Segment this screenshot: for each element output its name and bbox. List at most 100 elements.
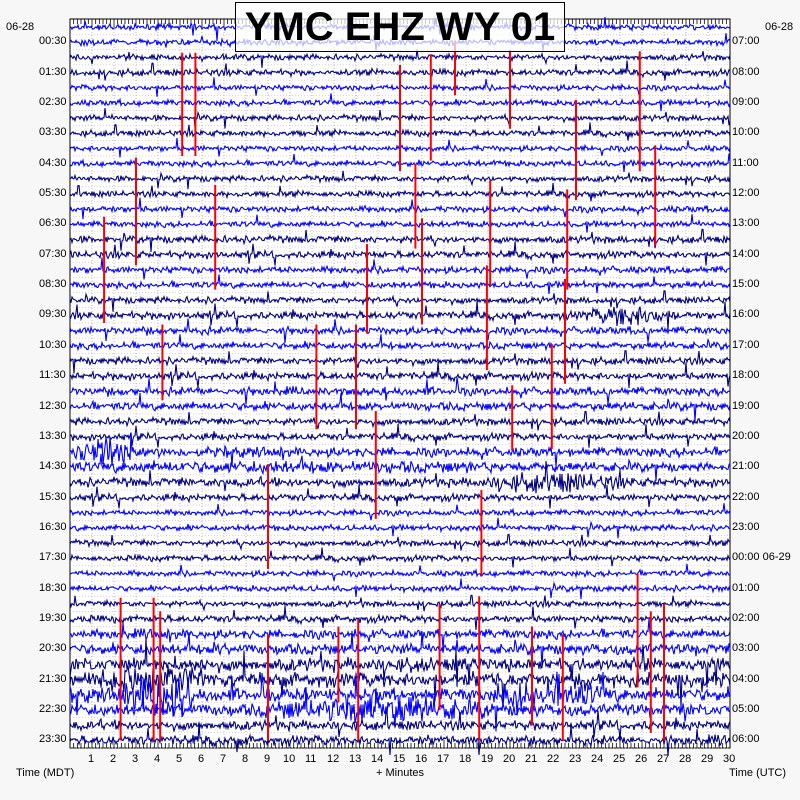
x-tick-label: 11 [305,753,317,765]
seismic-trace-row [69,547,731,568]
right-time-label: 11:00 [732,156,759,169]
left-time-label: 20:30 [39,642,67,655]
right-date: 06-28 [765,21,794,33]
left-time-label: 05:30 [39,186,67,199]
right-time-label: 14:00 [732,247,760,260]
right-time-label: 23:00 [732,520,760,533]
left-time-label: 00:30 [39,35,67,48]
right-time-label: 15:00 [732,278,760,291]
left-time-label: 06:30 [39,217,67,230]
x-tick-label: 9 [264,753,271,765]
x-tick-label: 4 [154,753,161,765]
right-time-label: 20:00 [732,429,760,442]
seismic-trace-row [69,197,731,220]
right-time-label: 18:00 [732,369,760,382]
left-date: 06-28 [6,21,35,33]
seismic-trace-row [69,686,731,732]
seismic-trace-row [69,433,731,467]
seismic-trace-row [69,274,731,295]
x-tick-label: 7 [220,753,227,765]
x-tick-label: 22 [547,753,560,765]
seismic-trace-row [69,362,731,388]
left-time-label: 08:30 [39,278,67,291]
x-tick-label: 16 [415,753,428,765]
event-markers [103,40,665,741]
x-tick-label: 12 [327,753,340,765]
seismic-trace-row [69,484,731,509]
seismic-trace-row [69,671,731,718]
chart-title: YMC EHZ WY 01 [235,2,565,52]
seismic-trace-row [69,461,731,494]
right-time-label: 08:00 [732,65,760,78]
right-time-label: 04:00 [732,672,760,685]
x-axis-label: + Minutes [376,767,424,779]
right-time-label: 13:00 [732,217,760,230]
left-time-label: 15:30 [39,490,67,503]
seismic-trace-row [69,637,731,688]
left-time-label: 01:30 [39,65,67,78]
right-time-label: 05:00 [732,703,760,716]
x-tick-label: 10 [283,753,296,765]
right-time-label: 02:00 [732,612,760,625]
seismic-trace-row [69,650,731,707]
x-tick-label: 25 [613,753,626,765]
x-tick-label: 8 [242,753,249,765]
seismic-trace-row [69,410,731,431]
x-tick-label: 23 [569,753,582,765]
traces [69,17,731,756]
x-tick-label: 24 [591,753,604,765]
x-tick-label: 19 [481,753,494,765]
x-tick-label: 26 [635,753,648,765]
x-tick-label: 6 [198,753,205,765]
seismic-trace-row [69,517,731,539]
seismic-trace-row [69,393,731,422]
left-axis-label: Time (MDT) [16,767,75,779]
x-tick-label: 17 [437,753,450,765]
x-tick-label: 15 [393,753,406,765]
seismic-trace-row [69,563,731,581]
left-time-label: 17:30 [39,551,67,564]
right-time-label: 22:00 [732,490,760,503]
right-time-label: 09:00 [732,95,760,108]
left-time-label: 18:30 [39,581,67,594]
x-tick-label: 3 [132,753,139,765]
left-time-label: 04:30 [39,156,67,169]
left-time-label: 07:30 [39,247,67,260]
seismic-trace-row [69,453,731,481]
seismic-trace-row [69,605,731,630]
right-time-label: 01:00 [732,581,760,594]
right-time-label: 06:00 [732,733,760,746]
seismic-trace-row [69,228,731,253]
left-time-label: 13:30 [39,429,67,442]
seismic-trace-row [69,503,731,521]
seismic-trace-row [69,301,731,330]
seismic-trace-row [69,578,731,600]
left-time-label: 23:30 [39,733,67,746]
seismic-trace-row [69,630,731,669]
left-time-label: 09:30 [39,308,67,321]
seismic-trace-row [69,423,731,448]
x-tick-label: 1 [88,753,95,765]
seismic-trace-row [69,334,731,352]
right-time-label: 17:00 [732,338,760,351]
seismic-trace-row [69,257,731,280]
seismic-trace-row [69,618,731,649]
x-tick-label: 13 [349,753,362,765]
left-time-label: 10:30 [39,338,67,351]
seismic-trace-row [69,723,731,756]
seismic-trace-row [69,170,731,190]
x-tick-label: 29 [701,753,714,765]
seismic-trace-row [69,350,731,374]
left-time-label: 02:30 [39,95,67,108]
seismic-trace-row [69,183,731,202]
right-time-label: 21:00 [732,460,760,473]
seismic-trace-row [69,534,731,551]
x-tick-label: 27 [657,753,670,765]
right-axis-label: Time (UTC) [729,767,787,779]
right-time-label: 07:00 [732,35,760,48]
seismic-trace-row [69,318,731,343]
left-time-label: 22:30 [39,703,67,716]
left-time-label: 16:30 [39,520,67,533]
seismic-trace-row [69,241,730,266]
